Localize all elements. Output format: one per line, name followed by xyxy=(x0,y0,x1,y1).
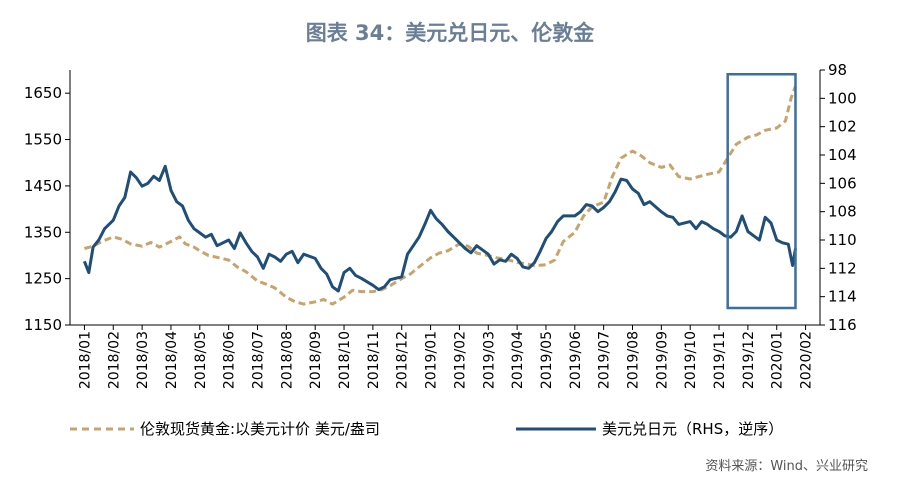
legend: 伦敦现货黄金:以美元计价 美元/盎司 美元兑日元（RHS，逆序） xyxy=(70,420,783,438)
x-tick-label: 2019/12 xyxy=(741,331,757,389)
x-tick-label: 2019/06 xyxy=(568,331,584,389)
x-tick-label: 2018/01 xyxy=(77,331,93,389)
x-tick-label: 2019/04 xyxy=(510,331,526,389)
y-left-tick-label: 1650 xyxy=(24,84,62,102)
series-line-usdjpy xyxy=(83,164,797,293)
y-right-tick-label: 106 xyxy=(828,174,857,192)
x-tick-label: 2019/08 xyxy=(626,331,642,389)
y-left-tick-label: 1250 xyxy=(24,270,62,288)
x-tick-label: 2018/05 xyxy=(193,331,209,389)
highlight-group xyxy=(726,73,797,310)
y-right-tick-label: 102 xyxy=(828,118,857,136)
x-tick-label: 2019/02 xyxy=(452,331,468,389)
chart-title: 图表 34：美元兑日元、伦敦金 xyxy=(306,21,596,45)
x-tick-label: 2018/03 xyxy=(135,331,151,389)
x-tick-label: 2018/07 xyxy=(251,331,267,389)
y-left-tick-label: 1450 xyxy=(24,177,62,195)
x-tick-label: 2018/02 xyxy=(106,331,122,389)
legend-label-usdjpy: 美元兑日元（RHS，逆序） xyxy=(602,420,783,438)
highlight-box xyxy=(726,73,797,310)
y-left-tick-label: 1550 xyxy=(24,131,62,149)
source-note: 资料来源：Wind、兴业研究 xyxy=(705,459,868,474)
y-right-tick-label: 116 xyxy=(828,316,857,334)
x-tick-label: 2018/12 xyxy=(395,331,411,389)
y-left-tick-label: 1150 xyxy=(24,316,62,334)
x-tick-label: 2020/02 xyxy=(799,331,815,389)
axes-group: 1150 1250 1350 1450 1550 1650 98 100 102 104 106 10… xyxy=(24,61,857,389)
y-right-tick-label: 114 xyxy=(828,288,857,306)
y-right-tick-label: 110 xyxy=(828,231,857,249)
x-tick-label: 2019/03 xyxy=(481,331,497,389)
y-right-tick-label: 112 xyxy=(828,259,857,277)
x-tick-label: 2019/09 xyxy=(654,331,670,389)
x-tick-label: 2018/04 xyxy=(164,331,180,389)
y-left-tick-label: 1350 xyxy=(24,223,62,241)
y-right-tick-label: 100 xyxy=(828,89,857,107)
x-tick-label: 2018/09 xyxy=(308,331,324,389)
series-group xyxy=(83,85,797,306)
y-right-tick-label: 108 xyxy=(828,203,857,221)
x-tick-label: 2019/01 xyxy=(424,331,440,389)
y-right-tick-label: 104 xyxy=(828,146,857,164)
x-tick-label: 2019/07 xyxy=(597,331,613,389)
x-tick-label: 2018/11 xyxy=(366,331,382,389)
x-tick-label: 2019/10 xyxy=(683,331,699,389)
x-tick-label: 2018/10 xyxy=(337,331,353,389)
x-tick-label: 2020/01 xyxy=(770,331,786,389)
series-line-gold xyxy=(84,85,797,306)
x-tick-label: 2019/05 xyxy=(539,331,555,389)
x-tick-label: 2018/06 xyxy=(222,331,238,389)
x-tick-label: 2018/08 xyxy=(279,331,295,389)
y-right-tick-label: 98 xyxy=(828,61,847,79)
x-tick-label: 2019/11 xyxy=(712,331,728,389)
legend-label-gold: 伦敦现货黄金:以美元计价 美元/盎司 xyxy=(140,420,380,438)
